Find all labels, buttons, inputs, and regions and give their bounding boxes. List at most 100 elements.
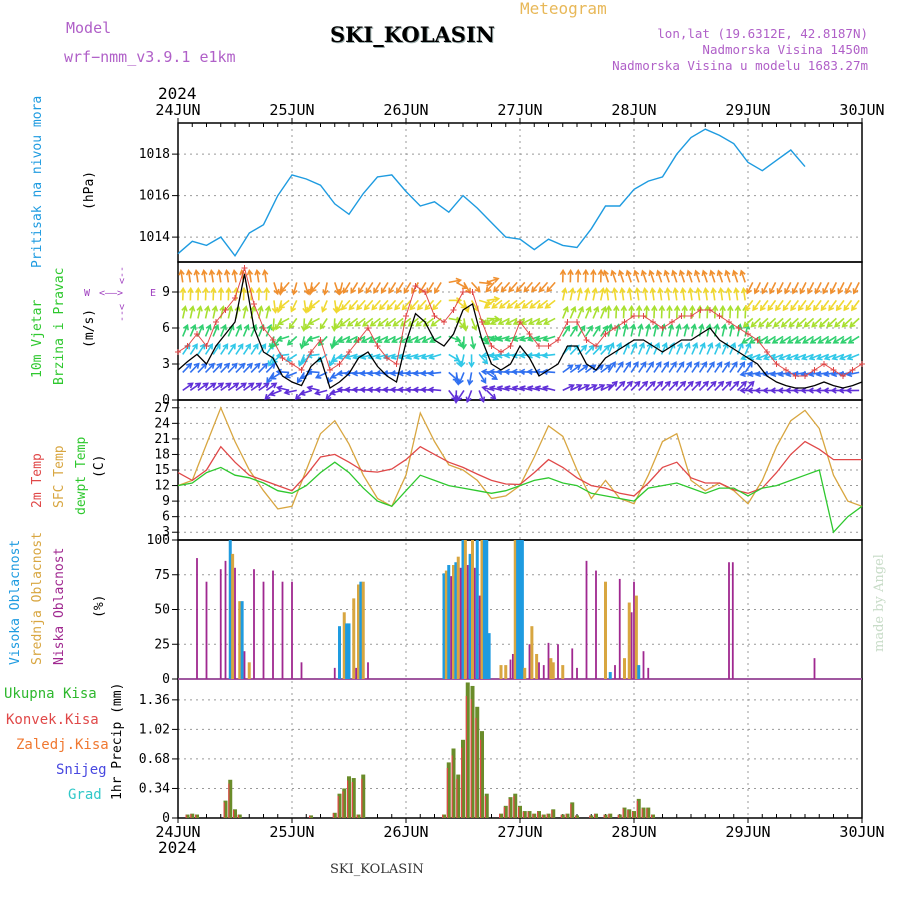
- wind-arrow-head: [811, 321, 818, 328]
- wind-arrow: [493, 281, 503, 292]
- wind-arrow-head: [823, 354, 831, 361]
- wind-arrow: [653, 381, 663, 391]
- precip-bar: [461, 739, 465, 818]
- gust-marker: [859, 361, 865, 367]
- wind-arrow-head: [263, 382, 270, 389]
- wind-arrow-head: [717, 286, 725, 294]
- wind-arrow: [220, 382, 231, 392]
- wind-arrow-head: [561, 287, 568, 294]
- wind-arrow-head: [687, 286, 695, 294]
- wind-arrow: [522, 299, 533, 309]
- wind-arrow: [787, 335, 799, 344]
- wind-arrow-head: [739, 269, 746, 277]
- gust-marker: [460, 289, 466, 295]
- y-tick-label: 1014: [139, 230, 170, 245]
- wind-arrow: [735, 288, 739, 301]
- wind-arrow-head: [634, 380, 641, 387]
- wind-arrow: [736, 361, 745, 373]
- wind-arrow-head: [246, 269, 254, 276]
- wind-arrow-head: [584, 287, 591, 294]
- cloud-bar-low: [224, 560, 227, 679]
- wind-arrow: [460, 354, 465, 367]
- wind-arrow-head: [767, 304, 774, 312]
- wind-arrow: [607, 381, 618, 391]
- cloud-bar-low: [300, 662, 303, 679]
- wind-arrow: [315, 389, 328, 395]
- wind-arrow-head: [740, 286, 748, 294]
- x-tick-label-bottom: 27JUN: [497, 823, 542, 841]
- wind-arrow: [664, 270, 670, 283]
- wind-arrow: [834, 317, 845, 328]
- wind-arrow-head: [617, 269, 625, 277]
- wind-arrow-head: [583, 383, 591, 390]
- precip-conv-bar: [532, 814, 534, 818]
- gust-marker: [441, 319, 447, 325]
- wind-arrow: [543, 335, 556, 341]
- wind-arrow-head: [648, 361, 654, 368]
- wind-arrow-head: [631, 341, 638, 349]
- wind-arrow: [336, 300, 344, 312]
- wind-arrow: [277, 353, 290, 357]
- wind-arrow-head: [616, 341, 623, 349]
- wind-arrow: [630, 361, 639, 373]
- gust-marker: [403, 313, 409, 319]
- wind-arrow: [303, 282, 309, 295]
- wind-arrow: [197, 343, 206, 355]
- wind-arrow: [403, 281, 412, 294]
- wind-arrow: [622, 343, 630, 355]
- wind-arrow-head: [611, 380, 618, 387]
- wind-arrow-head: [680, 380, 687, 387]
- wind-arrow: [341, 299, 351, 310]
- wind-arrow-head: [503, 352, 511, 359]
- wind-arrow-head: [634, 286, 641, 294]
- wind-arrow-head: [420, 370, 427, 377]
- wind-arrow-head: [261, 269, 269, 276]
- wind-arrow: [599, 288, 605, 301]
- cloud-bar-mid: [604, 581, 607, 679]
- wind-arrow-head: [734, 304, 742, 312]
- wind-arrow-head: [511, 368, 518, 376]
- legend-conv-rain: Konvek.Kisa: [6, 712, 99, 728]
- wind-arrow: [182, 325, 189, 337]
- wind-arrow-head: [803, 321, 810, 328]
- wind-arrow-head: [188, 305, 196, 312]
- wind-arrow-head: [202, 286, 210, 294]
- wind-arrow-head: [754, 387, 761, 394]
- wind-arrow-head: [559, 268, 567, 276]
- wind-arrow: [485, 281, 495, 292]
- wind-arrow-head: [213, 323, 220, 331]
- wind-arrow: [622, 306, 625, 319]
- wind-arrow-head: [542, 385, 549, 392]
- wind-arrow-head: [666, 304, 673, 312]
- wind-arrow-head: [600, 305, 607, 313]
- precip-bar: [342, 788, 347, 818]
- wind-arrow: [653, 306, 656, 319]
- wind-arrow-head: [702, 380, 710, 387]
- wind-arrow-head: [576, 383, 583, 390]
- wind-arrow: [242, 343, 251, 355]
- wind-arrow-head: [672, 380, 679, 387]
- wind-arrow-head: [456, 395, 463, 402]
- wind-arrow-head: [396, 287, 402, 294]
- precip-conv-bar: [503, 807, 505, 818]
- gust-marker: [621, 319, 628, 325]
- wind-arrow: [408, 317, 419, 327]
- wind-arrow-head: [822, 387, 830, 394]
- wind-arrow-head: [626, 380, 634, 387]
- precip-bar: [617, 814, 622, 818]
- cloud-bar-mid: [513, 540, 517, 679]
- cloud-bar-low: [473, 567, 476, 679]
- wind-arrow: [683, 324, 688, 337]
- wind-arrow-head: [693, 361, 700, 368]
- wind-arrow: [698, 361, 707, 373]
- wind-arrow-head: [331, 356, 338, 363]
- wind-arrow-head: [330, 372, 337, 379]
- wind-arrow: [607, 361, 616, 373]
- wind-arrow-head: [705, 323, 713, 330]
- gust-marker: [773, 361, 780, 367]
- gust-marker: [279, 355, 286, 361]
- wind-arrow: [607, 343, 614, 355]
- wind-arrow-head: [231, 269, 238, 276]
- wind-arrow: [853, 282, 860, 294]
- wind-arrow-head: [802, 337, 809, 344]
